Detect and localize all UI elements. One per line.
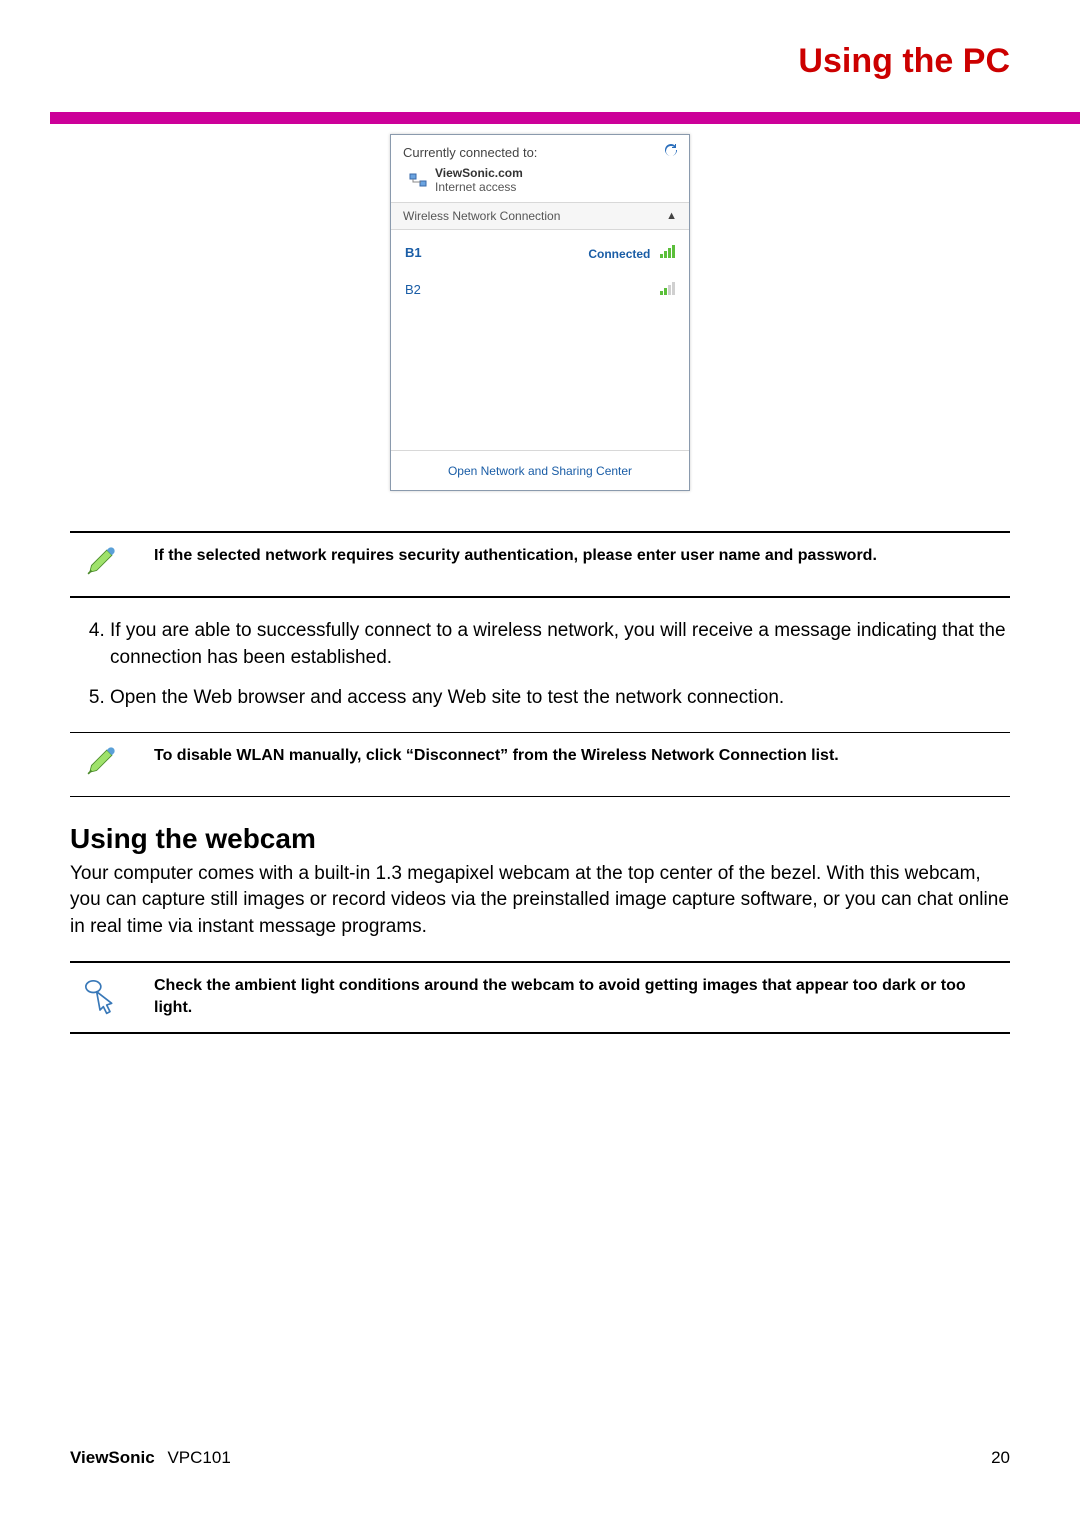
section-heading: Using the webcam [70,823,1010,855]
page-header-title: Using the PC [798,42,1010,81]
signal-icon [660,244,675,258]
instruction-step: Open the Web browser and access any Web … [110,685,1010,712]
open-network-center-link[interactable]: Open Network and Sharing Center [448,464,632,478]
network-adapter-icon [409,171,427,189]
note-box: To disable WLAN manually, click “Disconn… [70,732,1010,797]
instruction-step: If you are able to successfully connect … [110,618,1010,671]
currently-connected-label: Currently connected to: [403,145,677,160]
network-popup-screenshot: Currently connected to: ViewSonic.com In… [70,134,1010,491]
wifi-name: B1 [405,245,422,260]
wifi-network-item[interactable]: B1 Connected [403,234,677,271]
wifi-network-item[interactable]: B2 [403,271,677,308]
pencil-icon [70,545,130,584]
page-header: Using the PC [70,50,1010,94]
hand-pointing-icon [70,975,130,1020]
header-accent-bar [50,112,1080,124]
pencil-icon [70,745,130,784]
signal-icon [660,281,675,295]
body-paragraph: Your computer comes with a built-in 1.3 … [70,861,1010,941]
note-text: If the selected network requires securit… [154,545,887,567]
page-footer: ViewSonic VPC101 20 [70,1448,1010,1468]
note-box: Check the ambient light conditions aroun… [70,961,1010,1034]
instruction-list: If you are able to successfully connect … [70,618,1010,712]
wifi-status: Connected [588,247,650,261]
footer-model: VPC101 [167,1448,230,1467]
wifi-name: B2 [405,282,421,297]
note-text: Check the ambient light conditions aroun… [154,975,1010,1020]
connection-name: ViewSonic.com [435,166,523,180]
refresh-icon[interactable] [663,143,679,159]
wireless-section-header[interactable]: Wireless Network Connection ▲ [391,202,689,230]
footer-brand: ViewSonic [70,1448,155,1467]
page-number: 20 [991,1448,1010,1468]
note-box: If the selected network requires securit… [70,531,1010,598]
chevron-up-icon: ▲ [666,210,677,222]
connection-subtext: Internet access [435,180,523,194]
wireless-section-label: Wireless Network Connection [403,209,560,223]
note-text: To disable WLAN manually, click “Disconn… [154,745,849,767]
